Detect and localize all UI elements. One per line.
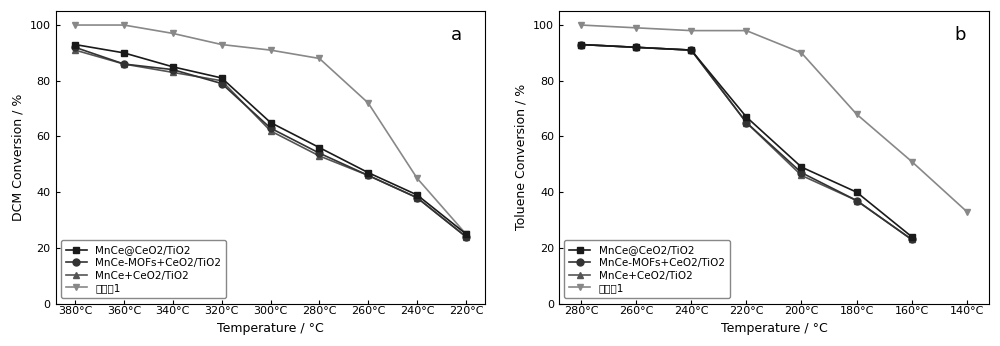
实施例1 — [362, 101, 374, 105]
MnCe+CeO2/TiO2 — [216, 79, 228, 83]
MnCe+CeO2/TiO2 — [685, 48, 697, 52]
实施例1 — [851, 112, 863, 116]
X-axis label: Temperature / °C: Temperature / °C — [217, 322, 324, 335]
MnCe@CeO2/TiO2 — [362, 171, 374, 175]
MnCe+CeO2/TiO2 — [740, 120, 752, 125]
MnCe@CeO2/TiO2 — [685, 48, 697, 52]
MnCe+CeO2/TiO2 — [630, 45, 642, 49]
实施例1 — [685, 28, 697, 33]
实施例1 — [265, 48, 277, 52]
MnCe-MOFs+CeO2/TiO2 — [69, 45, 81, 49]
MnCe-MOFs+CeO2/TiO2 — [630, 45, 642, 49]
Line: MnCe-MOFs+CeO2/TiO2: MnCe-MOFs+CeO2/TiO2 — [72, 44, 469, 240]
Line: MnCe+CeO2/TiO2: MnCe+CeO2/TiO2 — [72, 47, 469, 240]
MnCe+CeO2/TiO2 — [69, 48, 81, 52]
MnCe+CeO2/TiO2 — [411, 195, 423, 200]
实施例1 — [961, 210, 973, 214]
MnCe@CeO2/TiO2 — [460, 232, 472, 236]
MnCe-MOFs+CeO2/TiO2 — [685, 48, 697, 52]
MnCe+CeO2/TiO2 — [265, 129, 277, 133]
MnCe@CeO2/TiO2 — [411, 193, 423, 197]
实施例1 — [630, 26, 642, 30]
实施例1 — [118, 23, 130, 27]
MnCe-MOFs+CeO2/TiO2 — [906, 237, 918, 242]
实施例1 — [460, 232, 472, 236]
Y-axis label: DCM Conversion / %: DCM Conversion / % — [11, 94, 24, 221]
Legend: MnCe@CeO2/TiO2, MnCe-MOFs+CeO2/TiO2, MnCe+CeO2/TiO2, 实施例1: MnCe@CeO2/TiO2, MnCe-MOFs+CeO2/TiO2, MnC… — [564, 240, 730, 298]
MnCe-MOFs+CeO2/TiO2 — [167, 67, 179, 72]
MnCe+CeO2/TiO2 — [118, 62, 130, 66]
X-axis label: Temperature / °C: Temperature / °C — [721, 322, 827, 335]
MnCe@CeO2/TiO2 — [906, 235, 918, 239]
实施例1 — [575, 23, 587, 27]
实施例1 — [740, 28, 752, 33]
MnCe@CeO2/TiO2 — [630, 45, 642, 49]
Y-axis label: Toluene Conversion / %: Toluene Conversion / % — [515, 84, 528, 230]
MnCe@CeO2/TiO2 — [740, 115, 752, 119]
MnCe@CeO2/TiO2 — [575, 43, 587, 47]
MnCe+CeO2/TiO2 — [906, 237, 918, 242]
MnCe@CeO2/TiO2 — [265, 120, 277, 125]
实施例1 — [216, 43, 228, 47]
MnCe-MOFs+CeO2/TiO2 — [460, 235, 472, 239]
实施例1 — [906, 160, 918, 164]
MnCe+CeO2/TiO2 — [795, 173, 807, 177]
Line: MnCe@CeO2/TiO2: MnCe@CeO2/TiO2 — [72, 41, 469, 237]
MnCe-MOFs+CeO2/TiO2 — [740, 120, 752, 125]
Line: MnCe-MOFs+CeO2/TiO2: MnCe-MOFs+CeO2/TiO2 — [578, 41, 915, 243]
MnCe@CeO2/TiO2 — [118, 51, 130, 55]
Line: 实施例1: 实施例1 — [72, 21, 469, 237]
实施例1 — [167, 31, 179, 36]
MnCe@CeO2/TiO2 — [167, 65, 179, 69]
实施例1 — [69, 23, 81, 27]
MnCe-MOFs+CeO2/TiO2 — [575, 43, 587, 47]
MnCe-MOFs+CeO2/TiO2 — [795, 171, 807, 175]
Text: a: a — [451, 26, 462, 44]
MnCe@CeO2/TiO2 — [313, 146, 325, 150]
Line: MnCe+CeO2/TiO2: MnCe+CeO2/TiO2 — [578, 41, 915, 243]
MnCe-MOFs+CeO2/TiO2 — [313, 151, 325, 155]
实施例1 — [795, 51, 807, 55]
实施例1 — [313, 56, 325, 61]
MnCe+CeO2/TiO2 — [460, 235, 472, 239]
MnCe-MOFs+CeO2/TiO2 — [362, 173, 374, 177]
MnCe-MOFs+CeO2/TiO2 — [118, 62, 130, 66]
MnCe+CeO2/TiO2 — [362, 173, 374, 177]
Line: MnCe@CeO2/TiO2: MnCe@CeO2/TiO2 — [578, 41, 915, 240]
MnCe-MOFs+CeO2/TiO2 — [216, 81, 228, 85]
MnCe-MOFs+CeO2/TiO2 — [851, 198, 863, 202]
MnCe@CeO2/TiO2 — [851, 190, 863, 194]
MnCe+CeO2/TiO2 — [575, 43, 587, 47]
MnCe+CeO2/TiO2 — [851, 198, 863, 202]
MnCe-MOFs+CeO2/TiO2 — [411, 195, 423, 200]
MnCe-MOFs+CeO2/TiO2 — [265, 126, 277, 130]
Legend: MnCe@CeO2/TiO2, MnCe-MOFs+CeO2/TiO2, MnCe+CeO2/TiO2, 实施例1: MnCe@CeO2/TiO2, MnCe-MOFs+CeO2/TiO2, MnC… — [61, 240, 226, 298]
Line: 实施例1: 实施例1 — [578, 21, 970, 215]
MnCe+CeO2/TiO2 — [313, 154, 325, 158]
MnCe+CeO2/TiO2 — [167, 70, 179, 74]
MnCe@CeO2/TiO2 — [216, 76, 228, 80]
MnCe@CeO2/TiO2 — [795, 165, 807, 169]
Text: b: b — [954, 26, 966, 44]
MnCe@CeO2/TiO2 — [69, 43, 81, 47]
实施例1 — [411, 176, 423, 180]
